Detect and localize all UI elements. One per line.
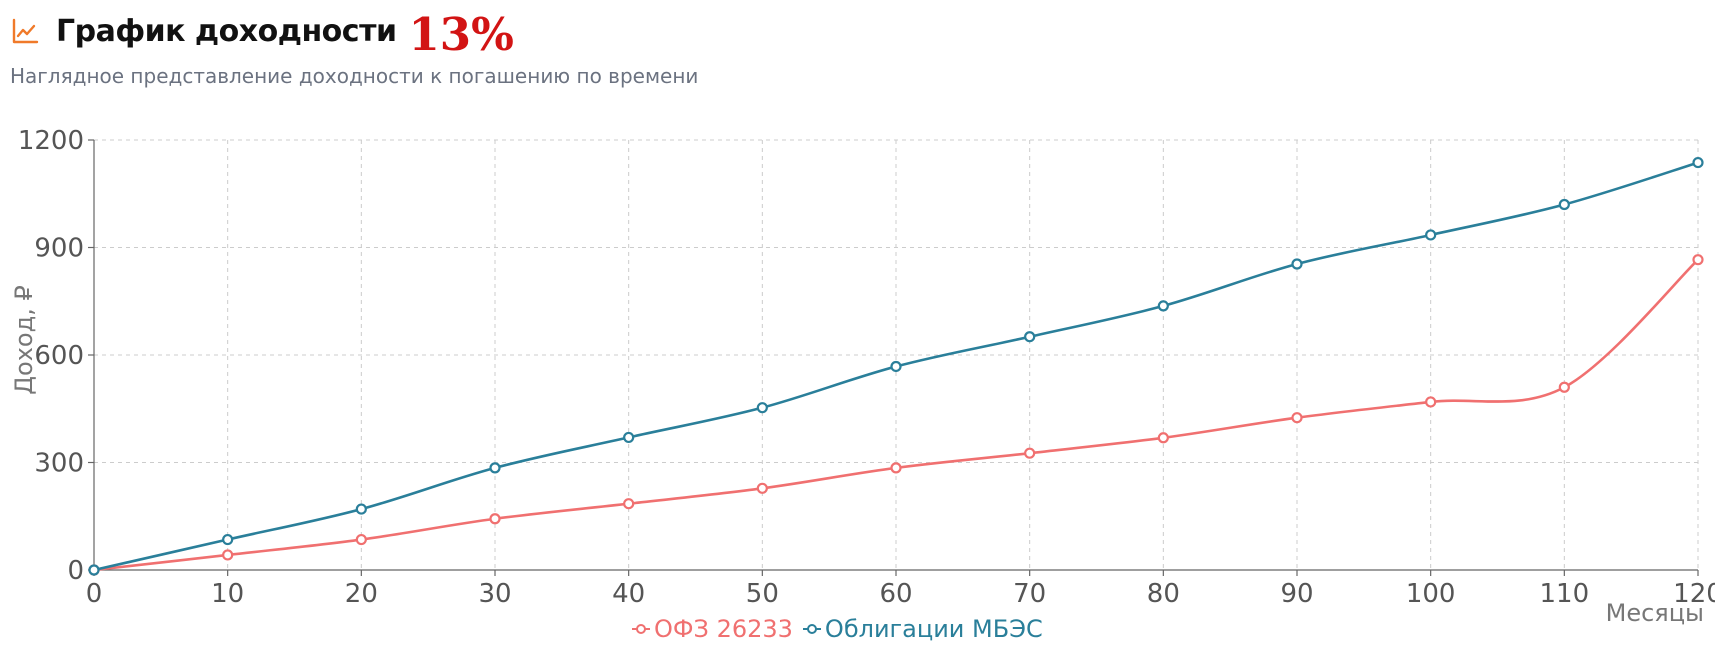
y-axis-label: Доход, ₽ (10, 285, 38, 394)
series-point-1 (1024, 447, 1036, 459)
series-point-1 (355, 533, 367, 546)
legend-label: Облигации МБЭС (824, 615, 1043, 643)
x-tick-label: 90 (1280, 579, 1313, 609)
x-tick-label: 40 (612, 579, 645, 609)
x-tick-label: 110 (1540, 579, 1590, 609)
x-tick-label: 20 (345, 579, 378, 609)
series-point-1 (623, 498, 635, 510)
series-point-2 (489, 462, 501, 474)
legend-item[interactable]: Облигации МБЭС (802, 615, 1043, 643)
series-point-1 (1692, 254, 1704, 266)
x-axis-label: Месяцы (1606, 599, 1704, 627)
x-tick-label: 50 (746, 579, 779, 609)
series-point-2 (88, 564, 100, 576)
series-point-1 (1558, 381, 1570, 393)
legend-marker-icon (802, 624, 821, 634)
series-point-1 (1425, 396, 1437, 408)
y-tick-label: 900 (34, 234, 84, 264)
series-point-2 (1692, 156, 1704, 169)
series-point-1 (1157, 432, 1169, 444)
legend-item[interactable]: ОФЗ 26233 (632, 615, 793, 643)
series-point-2 (222, 533, 234, 546)
series-point-2 (355, 503, 367, 515)
series-point-1 (890, 462, 902, 474)
series-point-2 (623, 431, 635, 444)
y-tick-label: 0 (67, 556, 84, 586)
series-point-1 (489, 513, 501, 525)
y-tick-label: 300 (34, 449, 84, 479)
series-point-2 (1558, 198, 1570, 211)
series-point-1 (756, 482, 768, 494)
y-tick-label: 1200 (18, 126, 84, 156)
x-tick-label: 60 (879, 579, 912, 609)
x-tick-label: 100 (1406, 579, 1456, 609)
x-tick-label: 80 (1147, 579, 1180, 609)
x-tick-label: 30 (478, 579, 511, 609)
x-tick-label: 120 (1673, 579, 1715, 609)
series-point-2 (756, 402, 768, 414)
series-point-2 (1291, 258, 1303, 270)
y-tick-label: 600 (34, 341, 84, 371)
series-point-2 (1425, 229, 1437, 241)
line-chart-icon (10, 16, 40, 46)
legend-label: ОФЗ 26233 (654, 615, 793, 643)
series-point-1 (1291, 412, 1303, 424)
page-subtitle: Наглядное представление доходности к пог… (10, 64, 699, 88)
legend-marker-icon (632, 624, 650, 634)
x-tick-label: 70 (1013, 579, 1046, 609)
chart-header: График доходности 13% (10, 6, 514, 61)
x-tick-label: 10 (211, 579, 244, 609)
x-tick-label: 0 (86, 579, 103, 609)
series-point-2 (890, 360, 902, 373)
series-point-2 (1157, 300, 1169, 312)
series-point-1 (222, 549, 234, 561)
series-point-2 (1024, 331, 1036, 343)
chart-legend: ОФЗ 26233 Облигации МБЭС (632, 615, 1053, 643)
page-title: График доходности (56, 13, 397, 49)
yield-badge: 13% (408, 7, 514, 61)
